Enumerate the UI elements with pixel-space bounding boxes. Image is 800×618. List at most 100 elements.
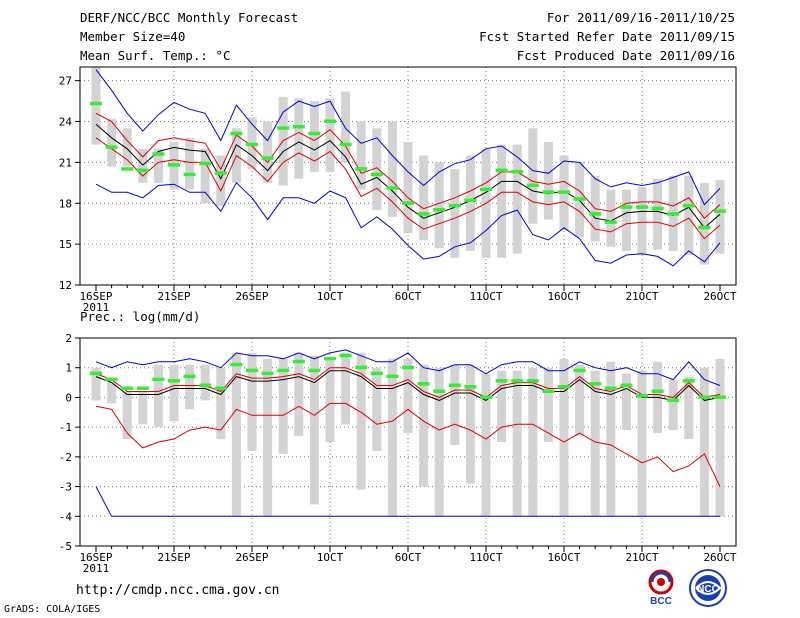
- prec-median-marker: [526, 379, 539, 383]
- prec-x-tick-label: 21OCT: [625, 551, 658, 564]
- prec-median-marker: [604, 386, 617, 391]
- prec-x-tick-label: 26SEP: [235, 551, 268, 564]
- temp-median-marker: [433, 208, 446, 212]
- temp-spread-box: [512, 144, 522, 254]
- temp-spread-box: [185, 137, 195, 190]
- prec-spread-box: [372, 367, 382, 451]
- temp-median-marker: [261, 156, 274, 160]
- variable-label: Mean Surf. Temp.: °C: [80, 48, 231, 63]
- temp-spread-box: [497, 144, 507, 258]
- temp-x-tick-label: 16OCT: [547, 290, 580, 303]
- temp-spread-box: [465, 155, 475, 251]
- prec-median-marker: [573, 368, 586, 373]
- source-url[interactable]: http://cmdp.ncc.cma.gov.cn: [76, 583, 280, 598]
- prec-median-marker: [199, 383, 212, 388]
- prec-spread-box: [200, 364, 210, 401]
- temp-spread-box: [403, 141, 413, 234]
- prec-spread-box: [512, 370, 522, 517]
- temp-median-marker: [370, 172, 383, 177]
- temp-median-marker: [511, 169, 524, 174]
- prec-spread-box: [528, 367, 538, 517]
- temp-min-line: [95, 181, 721, 267]
- temp-median-marker: [651, 206, 664, 211]
- ncc-logo-text: NCC: [697, 584, 719, 595]
- temp-median-marker: [558, 190, 570, 194]
- temp-spread-box: [356, 121, 366, 190]
- prec-median-marker: [308, 368, 321, 373]
- prec-median-marker: [495, 379, 508, 383]
- prec-spread-box: [91, 367, 101, 401]
- prec-median-marker: [651, 389, 664, 393]
- temp-spread-box: [341, 91, 351, 163]
- prec-spread-box: [122, 391, 132, 440]
- prec-spread-box: [543, 367, 553, 442]
- temp-y-tick-label: 18: [59, 197, 72, 210]
- temp-y-tick-label: 27: [59, 75, 72, 88]
- temp-spread-box: [325, 98, 335, 172]
- prec-spread-box: [356, 352, 366, 490]
- prec-median-marker: [136, 386, 149, 391]
- prec-median-marker: [433, 389, 446, 393]
- precip-panel-title: Prec.: log(mm/d): [80, 309, 201, 324]
- prec-spread-box: [497, 370, 507, 442]
- prec-spread-box: [403, 358, 413, 434]
- temp-median-marker: [464, 198, 477, 203]
- prec-x-tick-label: 1OCT: [317, 551, 344, 564]
- prec-median-marker: [402, 365, 414, 370]
- temp-spread-box: [122, 128, 132, 167]
- prec-median-marker: [230, 362, 243, 367]
- ncc-logo-icon: NCC: [689, 569, 727, 607]
- temp-median-marker: [183, 172, 196, 177]
- temp-median-marker: [168, 163, 180, 167]
- prec-spread-box: [185, 364, 195, 410]
- temp-median-marker: [121, 167, 134, 171]
- chart-title: DERF/NCC/BCC Monthly Forecast: [80, 10, 299, 25]
- temp-median-marker: [620, 205, 633, 209]
- temp-inner-upper-line: [95, 112, 721, 219]
- prec-median-marker: [214, 386, 227, 391]
- temp-median-marker: [448, 203, 461, 208]
- temp-spread-box: [543, 141, 553, 220]
- temp-median-marker: [355, 167, 368, 171]
- temp-median-marker: [386, 186, 399, 190]
- member-size-label: Member Size=40: [80, 29, 186, 44]
- temp-median-marker: [573, 197, 586, 201]
- temp-median-marker: [682, 203, 695, 208]
- temp-spread-box: [528, 128, 538, 224]
- temp-x-tick-label: 26OCT: [703, 290, 736, 303]
- temp-median-marker: [214, 171, 227, 175]
- prec-spread-box: [465, 364, 475, 484]
- prec-median-marker: [183, 374, 196, 379]
- prec-median-marker: [168, 379, 180, 383]
- prec-y-tick-label: -4: [59, 510, 73, 523]
- prec-median-marker: [667, 398, 680, 402]
- prec-median-marker: [558, 385, 570, 389]
- temp-spread-box: [419, 155, 429, 241]
- prec-spread-box: [481, 373, 491, 517]
- temp-median-marker: [714, 209, 726, 213]
- temp-spread-box: [637, 186, 647, 256]
- prec-spread-box: [216, 367, 226, 440]
- temp-spread-box: [216, 155, 226, 206]
- prec-min-line: [95, 486, 720, 517]
- prec-median-marker: [152, 377, 165, 382]
- prec-spread-box: [434, 367, 444, 517]
- prec-x-tick-label: 6OCT: [395, 551, 422, 564]
- temp-spread-box: [621, 189, 631, 251]
- bcc-logo-icon: BCC: [648, 569, 674, 606]
- prec-y-tick-label: -2: [59, 451, 72, 464]
- prec-x-tick-label: 21SEP: [157, 551, 190, 564]
- prec-median-marker: [90, 371, 102, 376]
- prec-median-marker: [714, 395, 726, 399]
- temp-median-marker: [339, 142, 352, 147]
- prec-spread-box: [450, 364, 460, 445]
- temp-x-tick-label: 26SEP: [235, 290, 268, 303]
- temp-median-marker: [402, 201, 414, 205]
- temp-spread-box: [450, 169, 460, 258]
- temp-median-marker: [667, 212, 680, 216]
- prec-spread-box: [621, 373, 631, 431]
- prec-y-tick-label: 0: [65, 391, 72, 404]
- prec-spread-box: [387, 358, 397, 517]
- grads-credit: GrADS: COLA/IGES: [4, 604, 101, 615]
- prec-median-marker: [324, 356, 336, 361]
